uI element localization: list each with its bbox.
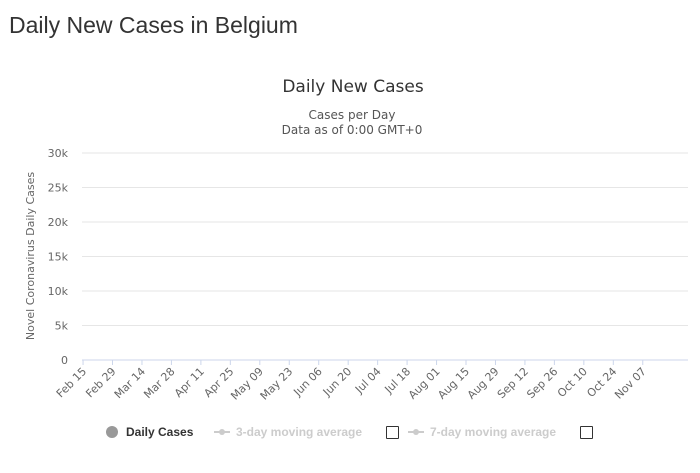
x-tick-label: Feb 15 [54, 365, 89, 400]
x-tick-label: Apr 11 [172, 365, 207, 400]
x-tick-label: Sep 26 [524, 365, 560, 401]
y-axis-ticks: 0 5k 10k 15k 20k 25k 30k [48, 147, 69, 367]
legend-label-7-day-average: 7-day moving average [430, 425, 557, 439]
grid-lines [82, 152, 688, 326]
checkbox-7-day-average[interactable] [580, 426, 593, 439]
y-tick-label: 25k [48, 182, 69, 195]
legend-item-3-day-average[interactable]: 3-day moving average [214, 418, 362, 446]
x-tick-label: May 23 [258, 365, 296, 403]
x-tick-label: Jun 20 [320, 365, 354, 399]
x-tick-label: Mar 14 [112, 365, 148, 401]
chart-subtitle-date: Data as of 0:00 GMT+0 [282, 123, 423, 137]
line-marker-icon [214, 429, 230, 435]
x-tick-label: Jun 06 [290, 365, 324, 399]
x-tick-label: Sep 12 [495, 365, 531, 401]
y-tick-label: 30k [48, 147, 69, 160]
series-marker-dot-icon [106, 426, 118, 438]
chart-title: Daily New Cases [282, 77, 424, 97]
y-tick-label: 15k [48, 251, 69, 264]
chart-subtitle: Cases per Day [309, 108, 396, 122]
x-tick-label: Mar 28 [141, 365, 177, 401]
y-tick-label: 20k [48, 216, 69, 229]
x-tick-label: Jul 04 [352, 365, 384, 397]
legend-label-daily-cases: Daily Cases [126, 425, 194, 439]
legend-label-3-day-average: 3-day moving average [236, 425, 363, 439]
legend-item-7-day-average[interactable]: 7-day moving average [408, 418, 556, 446]
y-axis-title: Novel Coronavirus Daily Cases [24, 172, 37, 340]
y-tick-label: 0 [61, 354, 68, 367]
legend-item-daily-cases[interactable]: Daily Cases [106, 418, 193, 446]
x-tick-label: Oct 10 [555, 365, 590, 400]
checkbox-3-day-average[interactable] [386, 426, 399, 439]
y-tick-label: 10k [48, 285, 69, 298]
x-tick-label: Aug 15 [435, 365, 472, 402]
line-marker-icon [408, 429, 424, 435]
y-tick-label: 5k [55, 320, 69, 333]
x-tick-label: Aug 01 [406, 365, 443, 402]
x-tick-label: Feb 29 [83, 365, 118, 400]
x-tick-label: Aug 29 [465, 365, 502, 402]
x-tick-label: Nov 07 [612, 365, 649, 402]
chart-legend: Daily Cases 3-day moving average 7-day m… [0, 418, 700, 446]
page-title: Daily New Cases in Belgium [9, 12, 298, 38]
